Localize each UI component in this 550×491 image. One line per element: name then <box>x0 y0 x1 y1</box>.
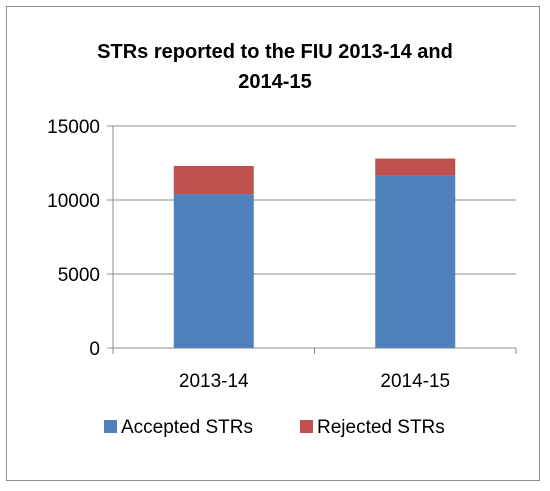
y-axis-ticks: 0 5000 10000 15000 <box>47 117 113 360</box>
y-tick-label: 5000 <box>58 265 100 286</box>
chart-title-line-2: 2014-15 <box>238 71 311 93</box>
x-tick-label: 2013-14 <box>179 371 249 392</box>
y-tick-label: 15000 <box>47 117 100 138</box>
bars <box>173 158 456 348</box>
bar-accepted-2014-15 <box>375 175 456 348</box>
gridlines <box>112 125 516 349</box>
x-axis-ticks: 2013-14 2014-15 <box>112 348 517 392</box>
legend-swatch-rejected <box>300 420 313 433</box>
bar-accepted-2013-14 <box>173 194 254 348</box>
legend-label-accepted: Accepted STRs <box>121 417 253 438</box>
y-tick-label: 10000 <box>47 191 100 212</box>
y-tick-label: 0 <box>89 339 100 360</box>
bar-rejected-2013-14 <box>173 165 254 195</box>
x-tick-label: 2014-15 <box>380 371 450 392</box>
chart-title-line-1: STRs reported to the FIU 2013-14 and <box>97 41 453 63</box>
bar-rejected-2014-15 <box>375 158 456 176</box>
legend-label-rejected: Rejected STRs <box>317 417 445 438</box>
legend-swatch-accepted <box>104 420 117 433</box>
legend: Accepted STRs Rejected STRs <box>104 417 445 438</box>
